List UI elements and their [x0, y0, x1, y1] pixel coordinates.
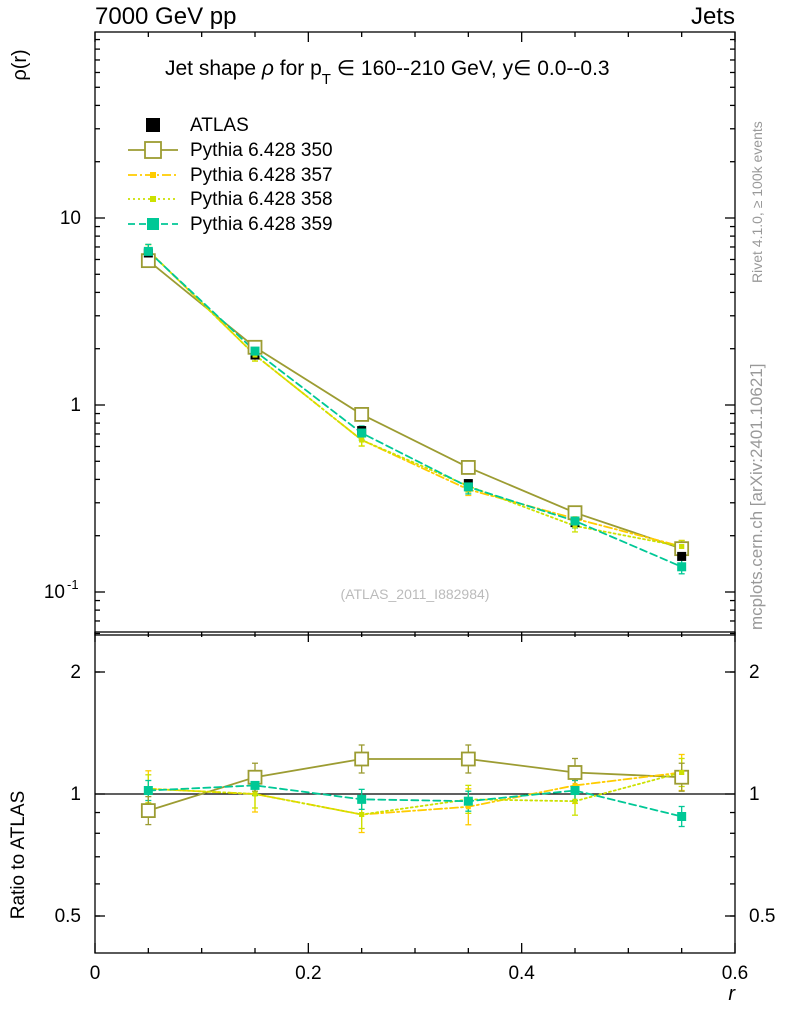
svg-text:Rivet 4.1.0, ≥ 100k events: Rivet 4.1.0, ≥ 100k events [749, 121, 765, 283]
svg-text:Pythia 6.428 350: Pythia 6.428 350 [190, 140, 333, 161]
svg-text:Ratio to ATLAS: Ratio to ATLAS [8, 791, 29, 920]
svg-text:1: 1 [70, 395, 81, 416]
svg-text:0: 0 [90, 963, 101, 984]
svg-text:1: 1 [749, 784, 760, 805]
svg-text:ρ(r): ρ(r) [9, 49, 31, 80]
svg-text:10: 10 [44, 582, 65, 603]
svg-text:Pythia 6.428 357: Pythia 6.428 357 [190, 165, 333, 186]
svg-text:7000 GeV pp: 7000 GeV pp [95, 3, 236, 30]
svg-text:10: 10 [60, 208, 81, 229]
svg-text:0.2: 0.2 [295, 963, 321, 984]
svg-text:0.6: 0.6 [722, 963, 748, 984]
svg-text:Pythia 6.428 358: Pythia 6.428 358 [190, 189, 333, 210]
svg-text:(ATLAS_2011_I882984): (ATLAS_2011_I882984) [341, 586, 490, 602]
svg-text:0.4: 0.4 [508, 963, 535, 984]
svg-text:Jets: Jets [691, 3, 735, 30]
svg-text:2: 2 [70, 662, 81, 683]
svg-text:Pythia 6.428 359: Pythia 6.428 359 [190, 214, 333, 235]
svg-text:0.5: 0.5 [749, 906, 775, 927]
svg-text:ATLAS: ATLAS [190, 115, 249, 136]
svg-text:mcplots.cern.ch [arXiv:2401.10: mcplots.cern.ch [arXiv:2401.10621] [747, 364, 766, 630]
svg-text:2: 2 [749, 662, 760, 683]
svg-text:0.5: 0.5 [55, 906, 81, 927]
svg-text:1: 1 [70, 784, 81, 805]
svg-text:-1: -1 [67, 577, 79, 592]
